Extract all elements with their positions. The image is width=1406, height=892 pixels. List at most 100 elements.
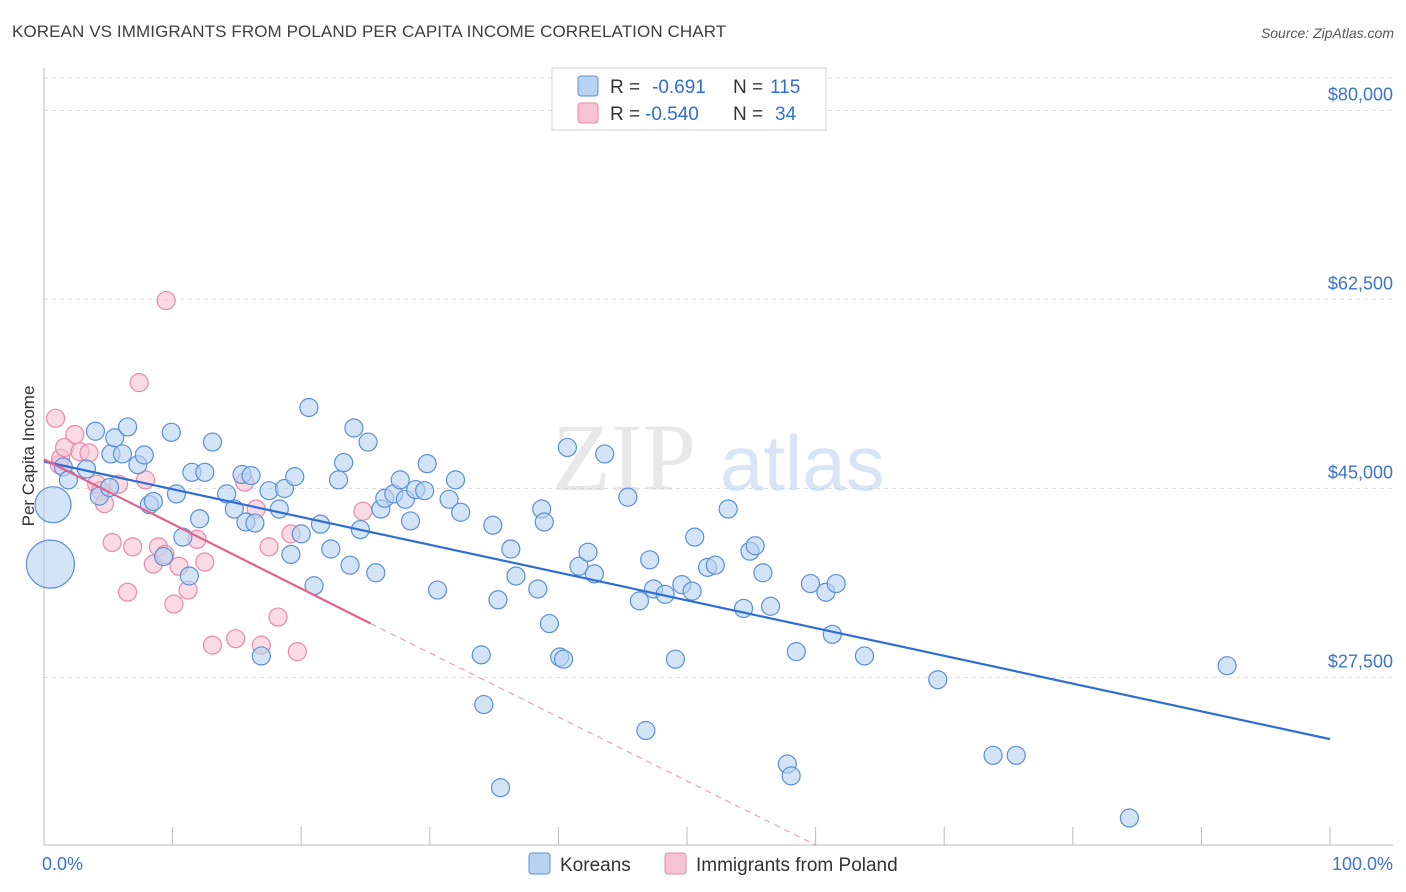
bottom-legend-poland: Immigrants from Poland — [696, 855, 898, 876]
koreans-point-41 — [321, 539, 341, 559]
y-tick-label-3: $80,000 — [1328, 84, 1393, 104]
koreans-point-104 — [826, 573, 846, 594]
koreans-point-59 — [439, 489, 459, 509]
legend-r-label-2: R = — [610, 104, 640, 125]
koreans-point-37 — [291, 524, 311, 544]
watermark-atlas: atlas — [720, 419, 885, 507]
koreans-point-7 — [99, 477, 120, 498]
legend-swatch-koreans — [577, 75, 599, 97]
poland-point-12 — [117, 582, 138, 602]
koreans-point-106 — [928, 670, 948, 690]
koreans-point-25 — [217, 484, 237, 504]
koreans-point-88 — [682, 581, 702, 601]
koreans-point-110 — [1217, 656, 1237, 676]
koreans-point-17 — [161, 422, 181, 442]
koreans-point-64 — [483, 515, 503, 535]
koreans-point-79 — [595, 444, 615, 464]
x-tick-labels: 0.0% 100.0% — [42, 854, 1393, 874]
koreans-point-24 — [202, 432, 223, 452]
poland-trend-line — [43, 458, 372, 625]
koreans-point-105 — [854, 646, 875, 666]
koreans-point-66 — [490, 778, 511, 798]
koreans-point-54 — [400, 511, 421, 531]
koreans-point-45 — [344, 418, 364, 438]
series-koreans-points — [25, 397, 1237, 828]
koreans-point-5 — [85, 421, 106, 441]
koreans-point-58 — [427, 580, 448, 600]
source-label: Source: ZipAtlas.com — [1260, 25, 1394, 41]
poland-point-20 — [164, 594, 184, 614]
koreans-point-91 — [705, 555, 725, 575]
koreans-point-75 — [557, 437, 578, 458]
koreans-point-15 — [143, 491, 163, 512]
poland-point-10 — [102, 532, 122, 553]
koreans-point-40 — [310, 514, 331, 534]
koreans-point-107 — [983, 745, 1003, 765]
koreans-point-19 — [173, 527, 193, 547]
koreans-point-103 — [822, 624, 842, 644]
trend-lines — [43, 458, 1331, 846]
y-tick-labels: $27,500 $45,000 $62,500 $80,000 — [1328, 84, 1393, 671]
koreans-point-68 — [506, 566, 526, 586]
koreans-point-18 — [166, 484, 187, 504]
koreans-point-16 — [153, 546, 174, 567]
legend-n-value-2: 34 — [775, 104, 797, 125]
poland-point-31 — [268, 607, 288, 627]
poland-point-25 — [202, 635, 223, 655]
poland-point-14 — [129, 373, 149, 393]
series-legend: Koreans Immigrants from Poland — [528, 852, 898, 876]
poland-point-24 — [195, 552, 215, 572]
koreans-point-71 — [534, 512, 554, 532]
poland-point-19 — [156, 290, 176, 311]
koreans-point-63 — [474, 694, 494, 715]
koreans-point-82 — [636, 720, 656, 741]
koreans-point-33 — [269, 499, 289, 519]
legend-r-value-2: -0.540 — [645, 104, 699, 125]
koreans-point-74 — [553, 649, 574, 669]
y-axis-label: Per Capita Income — [19, 386, 38, 527]
koreans-point-69 — [528, 579, 548, 599]
koreans-point-86 — [665, 649, 686, 669]
koreans-point-95 — [745, 536, 765, 556]
koreans-point-9 — [105, 428, 125, 448]
koreans-point-23 — [195, 462, 215, 482]
poland-point-33 — [287, 642, 307, 662]
x-tick-label-0: 0.0% — [42, 854, 83, 874]
koreans-point-97 — [760, 596, 781, 616]
koreans-point-0 — [25, 539, 76, 589]
koreans-point-56 — [415, 481, 435, 501]
legend-n-label-1: N = — [733, 77, 763, 98]
poland-point-26 — [226, 629, 246, 649]
koreans-point-36 — [285, 467, 305, 487]
poland-point-4 — [65, 424, 85, 445]
bottom-legend-swatch-koreans — [528, 852, 551, 875]
koreans-point-29 — [241, 465, 261, 486]
koreans-point-92 — [718, 499, 738, 519]
koreans-point-80 — [618, 487, 638, 507]
koreans-point-61 — [451, 502, 471, 522]
koreans-point-96 — [753, 563, 773, 583]
y-tick-label-2: $62,500 — [1328, 273, 1393, 293]
koreans-point-57 — [417, 454, 437, 474]
koreans-point-100 — [786, 642, 806, 662]
koreans-point-99 — [781, 766, 801, 786]
legend-n-label-2: N = — [733, 104, 763, 125]
legend-n-value-1: 115 — [770, 77, 800, 98]
koreans-point-65 — [488, 590, 508, 610]
koreans-point-1 — [34, 486, 72, 524]
grid-lines — [44, 77, 1393, 679]
poland-point-0 — [45, 408, 66, 428]
legend-r-label-1: R = — [610, 77, 640, 98]
koreans-point-48 — [366, 563, 386, 583]
koreans-point-72 — [539, 613, 559, 634]
koreans-point-13 — [134, 445, 154, 465]
koreans-point-108 — [1006, 745, 1026, 765]
koreans-point-47 — [358, 432, 378, 452]
koreans-point-67 — [501, 539, 521, 559]
koreans-point-20 — [179, 566, 199, 586]
poland-point-30 — [259, 537, 279, 557]
axes — [43, 68, 1393, 846]
poland-point-34 — [353, 501, 373, 521]
koreans-point-35 — [281, 544, 301, 565]
